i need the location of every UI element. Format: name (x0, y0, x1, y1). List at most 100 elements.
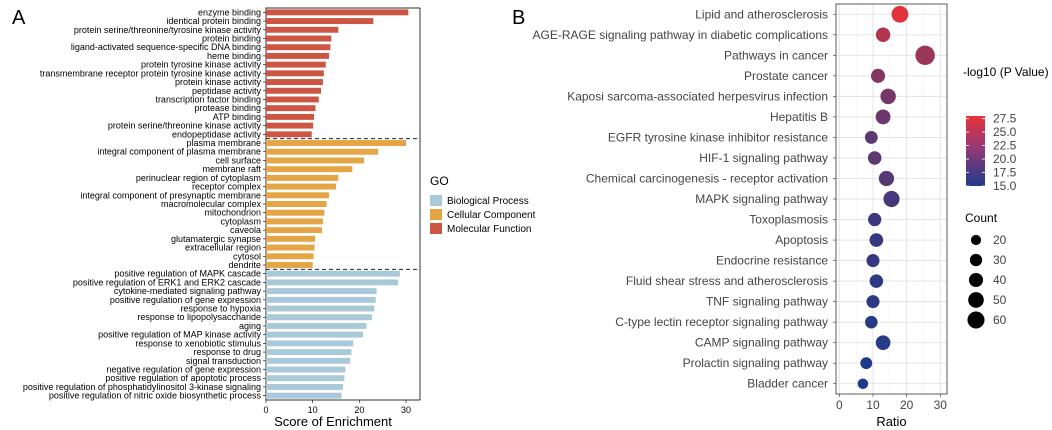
panel-b-letter: B (512, 7, 525, 29)
x-tick-label: 10 (308, 405, 318, 415)
bar-aging (266, 322, 367, 329)
bar-protein-serine-threonine-tyrosine-kinase-activity (266, 26, 339, 33)
y-tick-label: integral component of plasma membrane (97, 147, 261, 157)
color-legend-tick-label: 20.0 (993, 152, 1017, 166)
y-tick-label: transmembrane receptor protein tyrosine … (40, 68, 262, 78)
bubble-endocrine-resistance (866, 254, 880, 268)
color-legend-tick-label: 22.5 (993, 139, 1017, 153)
bar-plasma-membrane (266, 140, 406, 146)
size-legend-dot (967, 311, 985, 329)
size-legend-title: Count (965, 211, 998, 225)
y-tick-label: enzyme binding (198, 7, 261, 17)
bubble-prostate-cancer (870, 68, 886, 83)
pathway-label-hepatitis-b: Hepatitis B (770, 110, 828, 124)
bar-cytokine-mediated-signaling-pathway (266, 288, 377, 295)
y-tick-label: peptidase activity (192, 86, 262, 96)
panel-a-letter: A (12, 7, 26, 29)
size-legend-dot (969, 253, 983, 267)
bar-identical-protein-binding (266, 18, 374, 25)
bubble-prolactin-signaling-pathway (860, 357, 873, 370)
bar-protease-binding (266, 105, 316, 112)
bubble-pathways-in-cancer (915, 45, 935, 66)
y-tick-label: positive regulation of phosphatidylinosi… (23, 382, 261, 392)
y-tick-label: endopeptidase activity (172, 129, 262, 139)
bubble-lipid-and-atherosclerosis (891, 5, 909, 23)
y-tick-label: signal transduction (186, 356, 261, 366)
legend-swatch-cellular-component (430, 209, 442, 220)
pathway-label-mapk-signaling-pathway: MAPK signaling pathway (695, 192, 828, 206)
y-tick-label: receptor complex (192, 182, 262, 192)
pathway-label-toxoplasmosis: Toxoplasmosis (749, 213, 828, 227)
y-tick-label: response to lipopolysaccharide (137, 312, 261, 322)
y-tick-label: membrane raft (202, 164, 261, 174)
pathway-label-egfr-tyrosine-kinase-inhibitor-resistance: EGFR tyrosine kinase inhibitor resistanc… (608, 130, 828, 144)
y-tick-label: mitochondrion (204, 208, 261, 218)
pathway-label-lipid-and-atherosclerosis: Lipid and atherosclerosis (695, 7, 828, 21)
bubble-c-type-lectin-receptor-signaling-pathway (865, 315, 878, 329)
pathway-label-prolactin-signaling-pathway: Prolactin signaling pathway (683, 356, 828, 370)
panel-b-x-axis-title: Ratio (876, 414, 906, 429)
bubble-toxoplasmosis (868, 212, 882, 227)
bar-transmembrane-receptor-protein-tyrosine-kinase-activity (266, 70, 324, 77)
bar-protein-serine-threonine-kinase-activity (266, 122, 314, 129)
bar-receptor-complex (266, 183, 336, 190)
legend-label-cellular-component: Cellular Component (447, 210, 536, 221)
y-tick-label: ATP binding (213, 112, 261, 122)
y-tick-label: protein tyrosine kinase activity (141, 60, 262, 70)
pathway-label-chemical-carcinogenesis-receptor-activation: Chemical carcinogenesis - receptor activ… (586, 171, 828, 185)
y-tick-label: response to drug (193, 347, 261, 357)
bar-perinuclear-region-of-cytoplasm (266, 174, 339, 181)
pathway-label-age-rage-signaling-pathway-in-diabetic-complications: AGE-RAGE signaling pathway in diabetic c… (533, 28, 828, 42)
bar-protein-kinase-activity (266, 79, 323, 86)
bar-positive-regulation-of-gene-expression (266, 296, 376, 303)
bar-transcription-factor-binding (266, 96, 319, 103)
bar-enzyme-binding (266, 9, 409, 16)
x-tick-label: 0 (263, 405, 268, 415)
color-legend-tick-label: 27.5 (993, 112, 1017, 126)
y-tick-label: macromolecular complex (161, 199, 262, 209)
color-legend-tick-label: 25.0 (993, 125, 1017, 139)
y-tick-label: identical protein binding (166, 16, 261, 26)
y-tick-label: plasma membrane (186, 138, 261, 148)
y-tick-label: negative regulation of gene expression (106, 365, 261, 375)
size-legend-dot (970, 234, 982, 246)
bar-response-to-hypoxia (266, 305, 375, 312)
color-legend-tick-label: 15.0 (993, 179, 1017, 193)
y-tick-label: protein serine/threonine kinase activity (108, 121, 262, 131)
bar-positive-regulation-of-apoptotic-process (266, 375, 345, 382)
bar-atp-binding (266, 113, 315, 120)
panel-b-kegg-bubble-chart: Lipid and atherosclerosis AGE-RAGE signal… (533, 3, 1049, 429)
pathway-label-bladder-cancer: Bladder cancer (747, 377, 828, 391)
size-legend-label: 30 (993, 253, 1007, 267)
y-tick-label: positive regulation of nitric oxide bios… (49, 391, 262, 401)
bar-response-to-lipopolysaccharide (266, 314, 372, 321)
pathway-label-endocrine-resistance: Endocrine resistance (716, 254, 828, 268)
y-tick-label: positive regulation of gene expression (110, 295, 261, 305)
y-tick-label: integral component of presynaptic membra… (80, 190, 261, 200)
y-tick-label: protein binding (202, 33, 261, 43)
size-legend-dot (968, 272, 984, 288)
bar-caveola (266, 227, 322, 234)
bar-positive-regulation-of-nitric-oxide-biosynthetic-process (266, 392, 342, 399)
y-tick-label: cytoplasm (220, 216, 261, 226)
bubble-egfr-tyrosine-kinase-inhibitor-resistance (864, 131, 878, 144)
bubble-tnf-signaling-pathway (866, 295, 880, 309)
size-legend-label: 40 (993, 273, 1007, 287)
bar-cytosol (266, 253, 314, 260)
bubble-age-rage-signaling-pathway-in-diabetic-complications (875, 27, 891, 43)
bar-positive-regulation-of-mapk-cascade (266, 270, 400, 277)
y-tick-label: cytokine-mediated signaling pathway (114, 286, 262, 296)
bar-heme-binding (266, 52, 329, 59)
size-legend-label: 60 (993, 313, 1007, 327)
y-tick-label: glutamatergic synapse (171, 234, 261, 244)
y-tick-label: aging (239, 321, 261, 331)
bar-positive-regulation-of-erk1-and-erk2-cascade (266, 279, 399, 286)
color-legend-title: -log10 (P Value) (963, 65, 1049, 79)
y-tick-label: cytosol (233, 251, 261, 261)
pathway-label-fluid-shear-stress-and-atherosclerosis: Fluid shear stress and atherosclerosis (626, 274, 828, 288)
pathway-label-pathways-in-cancer: Pathways in cancer (724, 48, 828, 62)
bar-glutamatergic-synapse (266, 235, 315, 242)
bar-integral-component-of-plasma-membrane (266, 148, 378, 155)
bubble-fluid-shear-stress-and-atherosclerosis (869, 274, 884, 288)
